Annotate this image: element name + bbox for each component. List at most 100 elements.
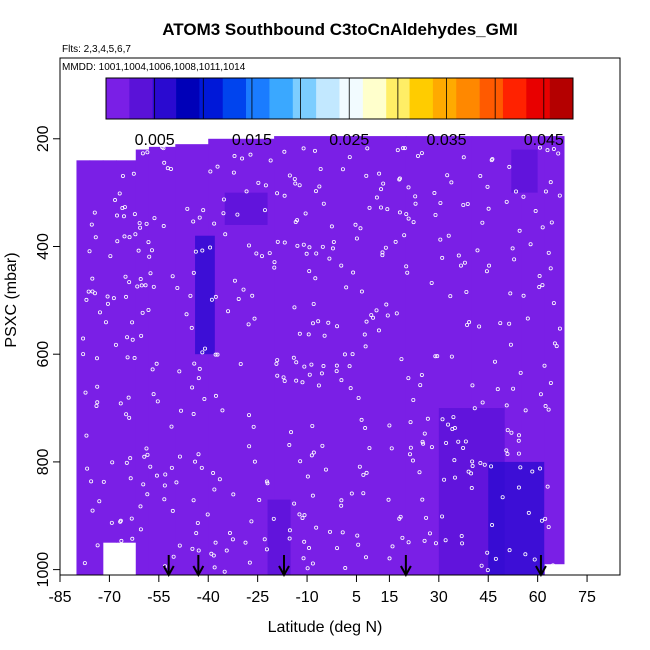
field-column: [76, 160, 91, 575]
sample-point: [87, 154, 92, 159]
sample-point: [310, 561, 315, 566]
sample-point: [212, 487, 217, 492]
sample-point: [189, 325, 194, 330]
sample-point: [140, 310, 145, 315]
sample-point: [349, 491, 354, 496]
y-axis-label: PSXC (mbar): [3, 252, 20, 347]
sample-point: [94, 356, 99, 361]
sample-point: [347, 155, 352, 160]
sample-point: [365, 146, 370, 151]
sample-point: [446, 233, 451, 238]
sample-point: [528, 242, 533, 247]
sample-point: [101, 479, 106, 484]
sample-point: [274, 361, 279, 366]
sample-point: [200, 248, 205, 253]
sample-point: [521, 293, 526, 298]
sample-point: [247, 444, 252, 449]
sample-point: [516, 485, 521, 490]
sample-point: [272, 265, 277, 270]
sample-point: [461, 155, 466, 160]
sample-point: [361, 491, 366, 496]
sample-point: [390, 544, 395, 549]
sample-point: [479, 563, 484, 568]
sample-point: [316, 319, 321, 324]
sample-point: [267, 251, 272, 256]
sample-point: [482, 462, 487, 467]
sample-point: [477, 324, 482, 329]
y-tick-label: 200: [35, 125, 52, 152]
x-tick-label: -40: [197, 589, 220, 606]
sample-point: [384, 302, 389, 307]
x-tick-label: -70: [98, 589, 121, 606]
sample-point: [450, 427, 455, 432]
sample-point: [131, 151, 136, 156]
sample-point: [128, 456, 133, 461]
sample-point: [395, 148, 400, 153]
sample-point: [451, 415, 456, 420]
sample-point: [191, 219, 196, 224]
sample-point: [508, 342, 513, 347]
sample-point: [291, 355, 296, 360]
sample-point: [250, 293, 255, 298]
sample-point: [470, 464, 475, 469]
sample-point: [328, 529, 333, 534]
sample-point: [217, 477, 222, 482]
sample-point: [545, 148, 550, 153]
sample-point: [309, 453, 314, 458]
sample-point: [282, 193, 287, 198]
sample-point: [89, 479, 94, 484]
sample-point: [282, 378, 287, 383]
sample-point: [394, 311, 399, 316]
sample-point: [259, 254, 264, 259]
sample-point: [359, 289, 364, 294]
sample-point: [397, 210, 402, 215]
sample-point: [523, 552, 528, 557]
sample-point: [317, 184, 322, 189]
sample-point: [302, 364, 307, 369]
sample-point: [539, 518, 544, 523]
sample-point: [404, 264, 409, 269]
sample-point: [411, 397, 416, 402]
sample-point: [549, 220, 554, 225]
sample-point: [306, 332, 311, 337]
sample-point: [122, 234, 127, 239]
sample-point: [170, 274, 175, 279]
sample-point: [355, 533, 360, 538]
sample-point: [359, 417, 364, 422]
sample-point: [145, 492, 150, 497]
sample-point: [533, 209, 538, 214]
sample-point: [516, 433, 521, 438]
sample-point: [542, 363, 547, 368]
sample-point: [485, 568, 490, 573]
sample-point: [191, 412, 196, 417]
sample-point: [247, 560, 252, 565]
sample-point: [334, 369, 339, 374]
sample-point: [376, 328, 381, 333]
sample-point: [282, 240, 287, 245]
sample-point: [240, 156, 245, 161]
sample-point: [275, 373, 280, 378]
colorbar-tick-label: 0.005: [135, 132, 175, 149]
sample-point: [462, 260, 467, 265]
sample-point: [194, 531, 199, 536]
sample-point: [213, 540, 218, 545]
sample-point: [272, 260, 277, 265]
y-tick-label: 400: [35, 233, 52, 260]
sample-point: [505, 451, 510, 456]
sample-point: [557, 326, 562, 331]
sample-point: [125, 355, 130, 360]
colorbar-swatch: [432, 78, 457, 119]
flights-label: Flts: 2,3,4,5,6,7: [62, 44, 131, 55]
sample-point: [138, 504, 143, 509]
sample-point: [367, 205, 372, 210]
x-axis-label: Latitude (deg N): [268, 619, 383, 636]
sample-point: [314, 189, 319, 194]
sample-point: [470, 383, 475, 388]
sample-point: [209, 297, 214, 302]
sample-point: [418, 383, 423, 388]
sample-point: [540, 283, 545, 288]
sample-point: [211, 471, 216, 476]
sample-point: [174, 480, 179, 485]
sample-point: [507, 548, 512, 553]
sample-point: [438, 200, 443, 205]
